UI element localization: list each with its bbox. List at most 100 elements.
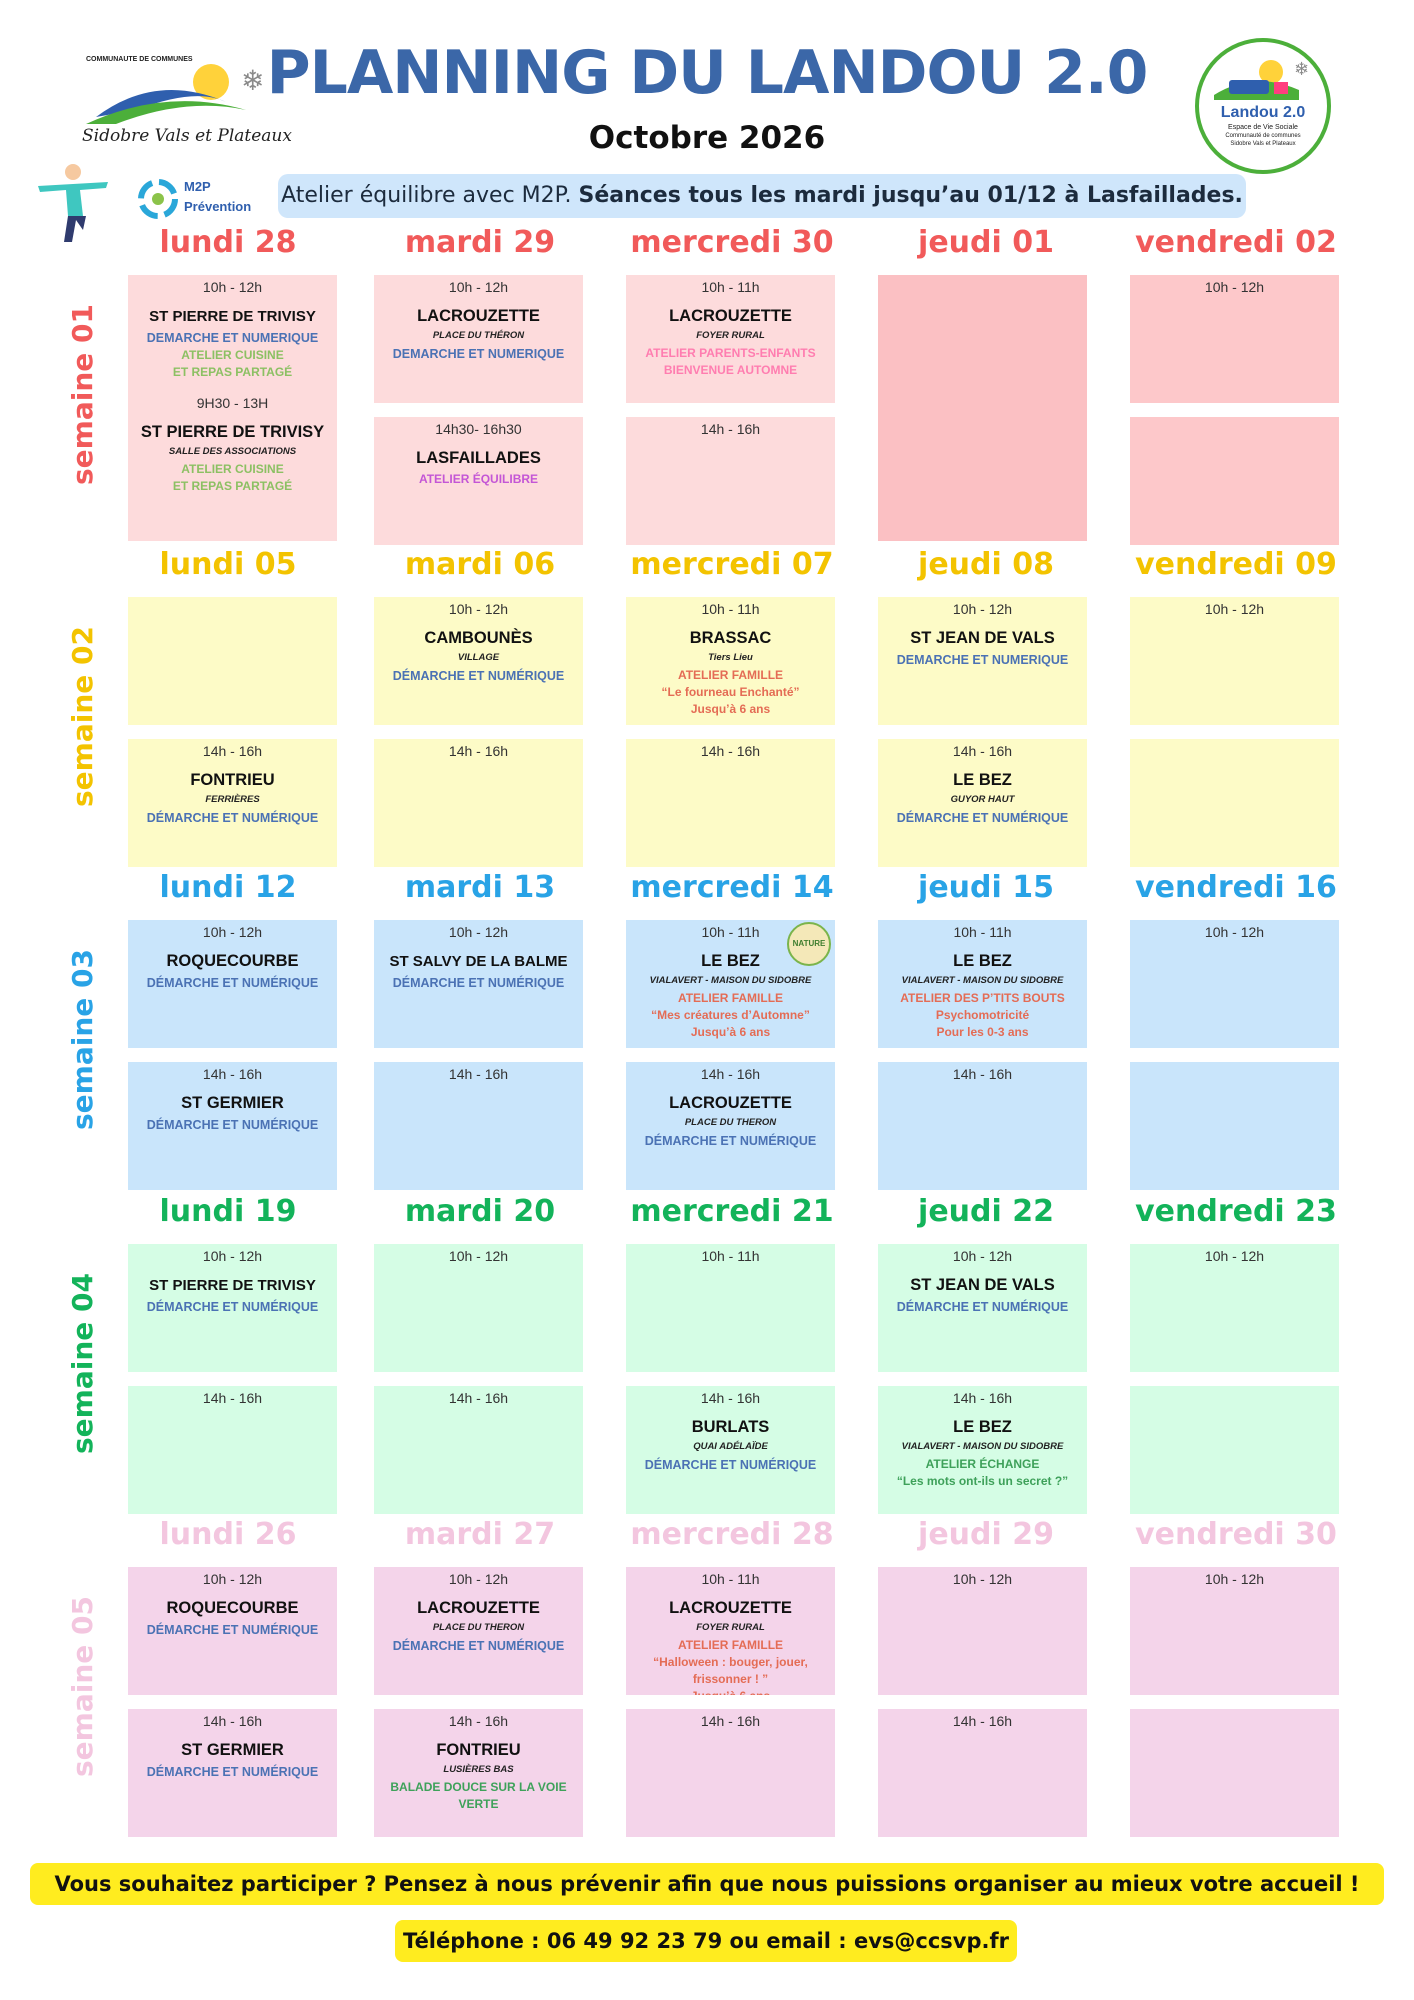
time-slot: 14h - 16h xyxy=(700,1390,761,1406)
day-cell: 14h - 16h ST GERMIER DÉMARCHE ET NUMÉRIQUE xyxy=(128,1062,337,1190)
day-cell: 10h - 11h LE BEZ VIALAVERT - MAISON DU SID… xyxy=(626,920,835,1048)
place-name: LE BEZ xyxy=(953,771,1012,789)
activity-detail: BIENVENUE AUTOMNE xyxy=(663,363,798,377)
place-name: CAMBOUNÈS xyxy=(424,629,533,647)
day-cell: 14h - 16h xyxy=(626,1709,835,1837)
activity-detail: Psychomotricité xyxy=(935,1008,1030,1022)
time-slot: 14h - 16h xyxy=(448,1713,509,1729)
day-header: vendredi 16 xyxy=(1135,870,1337,905)
day-header: mercredi 30 xyxy=(630,225,834,260)
activity-label: DÉMARCHE ET NUMÉRIQUE xyxy=(146,1300,319,1314)
landscape-icon: ❄ xyxy=(86,64,264,124)
day-cell xyxy=(128,597,337,725)
place-name: LACROUZETTE xyxy=(417,307,540,325)
activity-detail: ATELIER CUISINE xyxy=(181,348,284,362)
day-header: mercredi 28 xyxy=(630,1517,834,1552)
place-name: ROQUECOURBE xyxy=(166,952,299,970)
time-slot: 14h - 16h xyxy=(202,1066,263,1082)
time-slot: 10h - 12h xyxy=(1204,1571,1265,1587)
day-cell: 14h - 16h FONTRIEU LUSIÈRES BAS BALADE DOUC… xyxy=(374,1709,583,1837)
day-cell: 14h - 16h xyxy=(128,1386,337,1514)
activity-label: ATELIER CUISINE xyxy=(181,462,284,476)
day-header: jeudi 01 xyxy=(918,225,1054,260)
activity-label: DÉMARCHE ET NUMÉRIQUE xyxy=(896,811,1069,825)
place-name: ST PIERRE DE TRIVISY xyxy=(140,423,325,441)
time-slot: 10h - 12h xyxy=(202,1571,263,1587)
time-slot: 10h - 11h xyxy=(701,1571,760,1587)
activity-label: ATELIER FAMILLE xyxy=(677,1638,784,1652)
activity-label: DÉMARCHE ET NUMÉRIQUE xyxy=(146,1765,319,1779)
svg-text:❄: ❄ xyxy=(1294,59,1309,79)
time-slot: 10h - 12h xyxy=(448,924,509,940)
activity-label: DÉMARCHE ET NUMÉRIQUE xyxy=(392,1639,565,1653)
time-slot: 14h - 16h xyxy=(202,1713,263,1729)
activity-label: DEMARCHE ET NUMERIQUE xyxy=(146,331,319,345)
place-detail: VIALAVERT - MAISON DU SIDOBRE xyxy=(901,975,1064,986)
place-name: ST GERMIER xyxy=(181,1741,284,1759)
day-cell: 10h - 11h BRASSAC Tiers Lieu ATELIER FAMILL… xyxy=(626,597,835,725)
day-cell: 14h - 16h FONTRIEU FERRIÈRES DÉMARCHE ET NU… xyxy=(128,739,337,867)
day-cell: 10h - 12h ROQUECOURBE DÉMARCHE ET NUMÉRIQU… xyxy=(128,920,337,1048)
time-slot: 10h - 12h xyxy=(952,1571,1013,1587)
place-detail: FOYER RURAL xyxy=(696,330,765,341)
time-slot: 10h - 12h xyxy=(952,1248,1013,1264)
day-header: jeudi 22 xyxy=(918,1194,1054,1229)
week-label-text: semaine 03 xyxy=(65,948,99,1130)
day-cell: 14h - 16h xyxy=(374,1386,583,1514)
m2p-people-icon xyxy=(138,179,178,219)
time-slot: 10h - 12h xyxy=(448,601,509,617)
place-name: LE BEZ xyxy=(953,952,1012,970)
day-cell: 10h - 11h LACROUZETTE FOYER RURAL ATELIER F… xyxy=(626,1567,835,1695)
activity-label: DÉMARCHE ET NUMÉRIQUE xyxy=(146,976,319,990)
activity-detail: Jusqu’à 6 ans xyxy=(690,702,771,716)
yoga-figure-icon xyxy=(38,164,108,242)
time-slot: 14h - 16h xyxy=(202,1390,263,1406)
time-slot: 10h - 12h xyxy=(448,1571,509,1587)
day-cell xyxy=(878,275,1087,541)
place-detail: PLACE DU THERON xyxy=(684,1117,777,1128)
place-name: LASFAILLADES xyxy=(416,449,541,467)
day-cell: 14h - 16h xyxy=(374,1062,583,1190)
activity-detail: Jusqu’à 6 ans xyxy=(690,1025,771,1039)
activity-label: DÉMARCHE ET NUMÉRIQUE xyxy=(146,1623,319,1637)
day-cell: 14h - 16h BURLATS QUAI ADÉLAÏDE DÉMARCHE ET… xyxy=(626,1386,835,1514)
day-cell: 14h - 16h xyxy=(626,739,835,867)
place-detail: SALLE DES ASSOCIATIONS xyxy=(168,446,297,457)
activity-detail: VERTE xyxy=(458,1797,499,1811)
page-subtitle: Octobre 2026 xyxy=(588,120,826,156)
activity-label: DÉMARCHE ET NUMÉRIQUE xyxy=(146,1118,319,1132)
day-cell: 10h - 11h xyxy=(626,1244,835,1372)
place-name: LACROUZETTE xyxy=(669,1599,792,1617)
m2p-banner: Atelier équilibre avec M2P. Séances tous… xyxy=(278,174,1246,218)
day-header: lundi 26 xyxy=(159,1517,297,1552)
place-detail: QUAI ADÉLAÏDE xyxy=(693,1441,768,1452)
day-cell: 10h - 12h ROQUECOURBE DÉMARCHE ET NUMÉRIQU… xyxy=(128,1567,337,1695)
time-slot: 10h - 11h xyxy=(701,924,760,940)
day-cell: 10h - 12h ST SALVY DE LA BALME DÉMARCHE ET… xyxy=(374,920,583,1048)
logo-top-text: COMMUNAUTE DE COMMUNES xyxy=(86,56,193,63)
day-cell: 14h - 16h ST GERMIER DÉMARCHE ET NUMÉRIQUE xyxy=(128,1709,337,1837)
place-name: LE BEZ xyxy=(701,952,760,970)
day-cell: 14h - 16h xyxy=(878,1062,1087,1190)
activity-label: DÉMARCHE ET NUMÉRIQUE xyxy=(644,1458,817,1472)
day-cell: 10h - 12h xyxy=(1130,920,1339,1048)
activity-detail: “Mes créatures d’Automne” xyxy=(651,1008,810,1022)
day-header: vendredi 02 xyxy=(1135,225,1337,260)
week-label-text: semaine 05 xyxy=(65,1595,99,1777)
place-detail: LUSIÈRES BAS xyxy=(443,1764,514,1775)
time-slot: 10h - 12h xyxy=(202,924,263,940)
time-slot: 10h - 12h xyxy=(202,279,263,295)
place-name: LACROUZETTE xyxy=(669,1094,792,1112)
place-name: LE BEZ xyxy=(953,1418,1012,1436)
activity-detail: Jusqu’à 6 ans xyxy=(628,1688,833,1695)
logo-line2: Communauté de communes xyxy=(1225,133,1301,139)
activity-label: BALADE DOUCE SUR LA VOIE xyxy=(390,1780,567,1794)
participation-notice: Vous souhaitez participer ? Pensez à nou… xyxy=(30,1863,1384,1905)
nature-badge-icon: NATURE xyxy=(787,922,831,966)
day-cell: 14h - 16h xyxy=(878,1709,1087,1837)
place-detail: VIALAVERT - MAISON DU SIDOBRE xyxy=(649,975,812,986)
time-slot: 14h - 16h xyxy=(700,1066,761,1082)
day-header: mercredi 07 xyxy=(630,547,834,582)
day-header: lundi 12 xyxy=(159,870,297,905)
time-slot: 10h - 11h xyxy=(953,924,1012,940)
